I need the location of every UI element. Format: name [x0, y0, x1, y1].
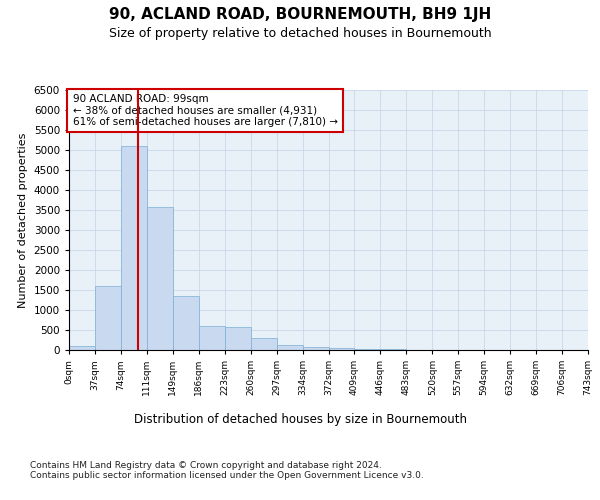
Y-axis label: Number of detached properties: Number of detached properties [18, 132, 28, 308]
Bar [225, 327, 251, 350]
Bar [199, 326, 224, 350]
Text: 90, ACLAND ROAD, BOURNEMOUTH, BH9 1JH: 90, ACLAND ROAD, BOURNEMOUTH, BH9 1JH [109, 8, 491, 22]
Bar [380, 349, 406, 350]
Bar [121, 146, 147, 350]
Text: Size of property relative to detached houses in Bournemouth: Size of property relative to detached ho… [109, 28, 491, 40]
Bar [251, 338, 277, 350]
Bar [277, 345, 302, 350]
Text: Distribution of detached houses by size in Bournemouth: Distribution of detached houses by size … [133, 412, 467, 426]
Bar [355, 348, 380, 350]
Text: 90 ACLAND ROAD: 99sqm
← 38% of detached houses are smaller (4,931)
61% of semi-d: 90 ACLAND ROAD: 99sqm ← 38% of detached … [73, 94, 338, 127]
Bar [329, 348, 355, 350]
Bar [69, 346, 95, 350]
Text: Contains HM Land Registry data © Crown copyright and database right 2024.: Contains HM Land Registry data © Crown c… [30, 460, 382, 469]
Text: Contains public sector information licensed under the Open Government Licence v3: Contains public sector information licen… [30, 470, 424, 480]
Bar [302, 347, 329, 350]
Bar [95, 286, 121, 350]
Bar [147, 207, 173, 350]
Bar [173, 296, 199, 350]
